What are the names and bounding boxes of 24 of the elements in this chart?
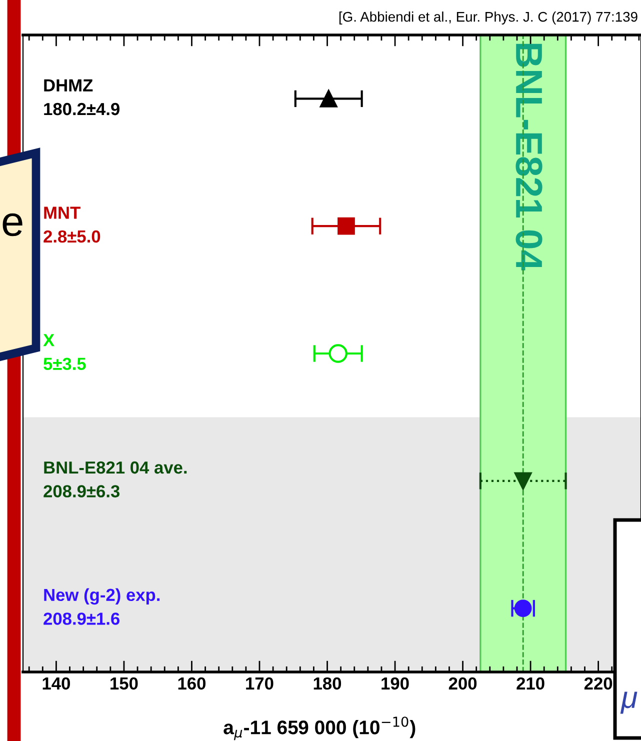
point <box>338 217 355 235</box>
x-tick-label: 190 <box>382 677 409 690</box>
point <box>514 600 532 617</box>
x-tick-label: 160 <box>178 677 206 690</box>
x-tick-label: 220 <box>584 677 612 690</box>
x-tick-label: 150 <box>110 677 138 690</box>
y-tick-label: New (g-2) exp. 208.9±1.6 <box>44 588 160 625</box>
band-label: BNL-E821 04 <box>516 44 542 270</box>
x-axis-title: a$_{μ}$-11 659 000 (10$^{−10}$) <box>224 716 416 740</box>
text: [G. Abbiendi et al., Eur. Phys. J. C (2017) 77:139 <box>339 12 638 24</box>
text: e <box>2 213 22 236</box>
y-tick-label: DHMZ 180.2±4.9 <box>44 79 120 116</box>
x-tick-label: 200 <box>448 677 477 690</box>
point <box>328 344 348 363</box>
y-tick-label: MNT 2.8±5.0 <box>44 206 100 243</box>
x-tick-label: 180 <box>314 677 342 690</box>
x-tick-label: 170 <box>246 677 274 690</box>
y-tick-label: X 5±3.5 <box>43 334 86 370</box>
y-tick-label: BNL-E821 04 ave. 208.9±6.3 <box>44 461 187 498</box>
point <box>514 472 532 490</box>
text: μ <box>620 692 638 714</box>
x-tick-label: 140 <box>42 677 70 690</box>
x-tick-label: 210 <box>516 677 544 690</box>
point <box>320 90 338 108</box>
